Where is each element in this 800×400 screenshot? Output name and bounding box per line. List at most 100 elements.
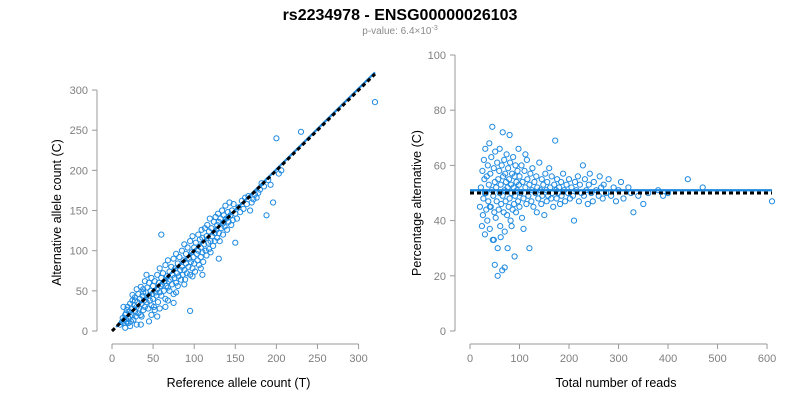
right-y-axis-title: Percentage alternative (C) [410, 130, 424, 276]
left-data-point [164, 284, 171, 291]
left-data-point [145, 318, 153, 325]
right-data-point [554, 176, 561, 183]
right-data-point [507, 217, 514, 224]
right-data-point [518, 214, 526, 221]
right-data-point [499, 129, 506, 136]
left-data-point [131, 297, 139, 304]
right-data-point [507, 159, 514, 166]
left-data-point [224, 226, 231, 233]
right-data-point [512, 162, 519, 169]
right-data-point [528, 198, 535, 205]
left-x-tick-label: 250 [308, 353, 326, 365]
right-data-point [491, 209, 498, 216]
right-data-point [553, 195, 560, 202]
right-data-point [584, 200, 591, 208]
right-data-point [523, 156, 531, 163]
right-data-point [480, 156, 487, 163]
left-data-point [187, 307, 194, 314]
left-data-point [154, 299, 162, 306]
right-data-point [486, 225, 493, 232]
right-data-point [521, 167, 528, 174]
right-data-point [617, 178, 625, 186]
left-data-point [247, 207, 254, 214]
left-data-point [173, 250, 180, 257]
right-data-point [506, 131, 513, 139]
right-data-point [494, 272, 501, 279]
right-x-tick-label: 200 [560, 353, 578, 365]
right-y-tick-label: 20 [434, 271, 446, 283]
right-scatter-plot: 0 100 200 300 400 500 600 0 20 40 60 80 100 Total num… [410, 50, 776, 390]
right-data-point [495, 206, 502, 213]
left-data-point [204, 221, 211, 229]
right-data-point [492, 148, 499, 155]
right-data-point [612, 198, 620, 205]
left-data-point [176, 254, 183, 261]
right-data-point [530, 203, 537, 210]
left-data-point [166, 287, 173, 294]
left-data-point [270, 199, 277, 206]
left-data-point [158, 231, 165, 238]
left-data-point [158, 292, 165, 299]
right-data-point [565, 176, 573, 183]
right-data-point [630, 209, 637, 216]
right-data-point [508, 223, 515, 230]
left-data-point [217, 215, 224, 222]
right-x-tick-label: 300 [609, 353, 627, 365]
left-data-point [177, 266, 184, 274]
right-data-point [501, 156, 508, 163]
left-data-point [181, 241, 188, 248]
left-data-point [183, 270, 190, 277]
right-data-point [496, 167, 503, 174]
left-x-tick-label: 300 [349, 353, 367, 365]
right-data-point [479, 212, 486, 219]
left-data-point [222, 202, 229, 209]
right-data-point [491, 261, 498, 268]
right-data-point [538, 176, 545, 183]
left-data-point [199, 249, 206, 256]
right-data-point [482, 145, 489, 152]
right-data-point [514, 167, 521, 174]
right-points [476, 123, 776, 279]
left-data-point [156, 289, 163, 296]
left-data-point [196, 262, 203, 269]
right-data-point [520, 225, 527, 232]
left-x-tick-label: 0 [109, 353, 115, 365]
left-data-point [122, 324, 129, 331]
right-data-point [599, 195, 606, 202]
left-data-point [206, 215, 213, 222]
left-data-point [168, 281, 176, 288]
left-data-point [203, 252, 210, 259]
left-data-point [199, 234, 206, 241]
left-data-point [154, 271, 161, 278]
right-data-point [586, 170, 593, 177]
left-data-point [154, 313, 161, 320]
left-data-point [170, 299, 177, 306]
right-data-point [519, 178, 526, 186]
right-data-point [620, 195, 627, 202]
left-data-point [156, 265, 163, 272]
right-data-point [493, 198, 500, 205]
left-data-point [160, 287, 167, 294]
left-data-point [184, 244, 191, 251]
right-y-tick-label: 0 [440, 326, 446, 338]
left-data-point [143, 271, 150, 278]
left-x-axis: 0 50 100 150 200 250 300 [109, 343, 368, 365]
right-data-point [575, 198, 583, 205]
right-data-point [518, 162, 525, 169]
right-data-point [574, 173, 582, 180]
right-data-point [596, 173, 603, 180]
right-data-point [497, 234, 504, 241]
left-y-tick-label: 200 [70, 165, 88, 177]
right-data-point [492, 214, 499, 221]
left-data-point [216, 238, 223, 245]
left-data-point [297, 128, 305, 135]
left-x-tick-label: 150 [226, 353, 244, 365]
right-data-point [489, 123, 496, 130]
right-data-point [512, 209, 520, 216]
right-data-point [551, 181, 558, 188]
right-data-point [529, 165, 536, 172]
left-data-point [207, 249, 214, 256]
right-data-point [536, 159, 543, 166]
right-data-point [600, 181, 607, 188]
